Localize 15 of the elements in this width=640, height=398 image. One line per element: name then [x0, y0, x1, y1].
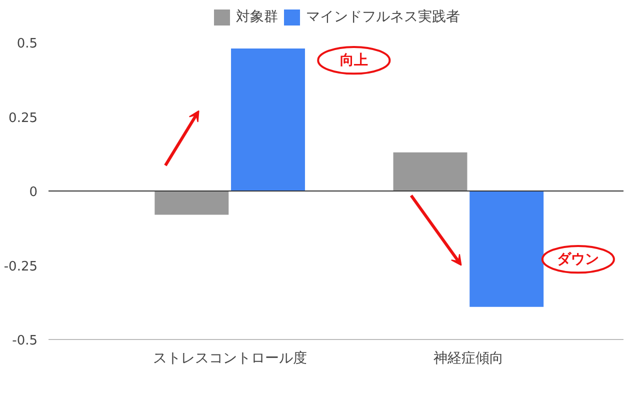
- y-tick-label: -0.25: [4, 259, 38, 274]
- bar: [393, 152, 468, 191]
- bar: [470, 191, 544, 307]
- x-tick-label: 神経症傾向: [433, 350, 504, 366]
- y-tick-label: 0.25: [8, 110, 38, 126]
- y-tick-label: 0.5: [16, 36, 38, 52]
- legend-label: 対象群: [236, 8, 278, 26]
- bar: [154, 191, 229, 215]
- y-tick-label: 0: [29, 185, 38, 200]
- legend-label: マインドフルネス実践者: [306, 8, 460, 26]
- annotation: 向上: [340, 52, 368, 68]
- bar: [231, 48, 305, 191]
- x-tick-label: ストレスコントロール度: [152, 350, 307, 366]
- y-tick-label: -0.5: [12, 334, 38, 348]
- annotation: ダウン: [557, 251, 600, 268]
